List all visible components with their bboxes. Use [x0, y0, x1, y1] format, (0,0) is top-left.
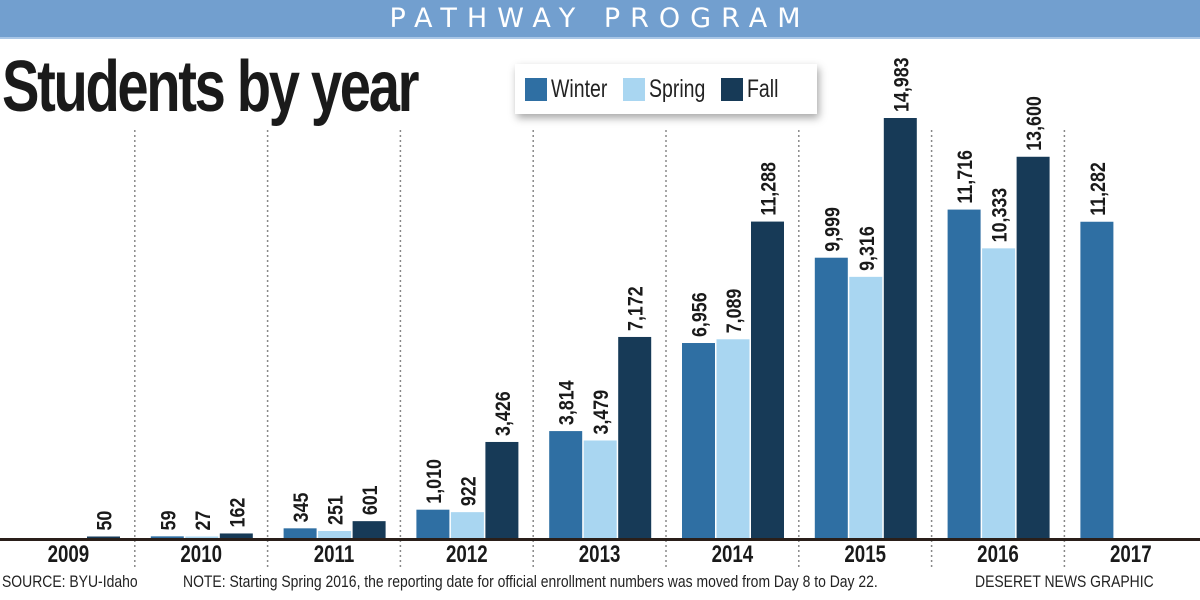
bar-spring-2011: [318, 530, 352, 538]
bar-spring-2016: [982, 248, 1016, 539]
data-label: 13,600: [1023, 96, 1047, 151]
data-label: 10,333: [988, 188, 1012, 243]
banner: PATHWAY PROGRAM: [0, 0, 1200, 39]
bar-spring-2015: [849, 276, 883, 538]
data-label: 7,172: [624, 286, 648, 331]
source-text: SOURCE: BYU-Idaho: [2, 572, 138, 591]
data-label: 162: [226, 498, 250, 528]
bar-spring-2013: [583, 440, 617, 538]
bar-winter-2013: [549, 431, 583, 538]
x-tick-label: 2010: [180, 541, 222, 568]
x-tick-label: 2013: [579, 541, 621, 568]
data-label: 27: [191, 511, 215, 531]
note-text: NOTE: Starting Spring 2016, the reportin…: [183, 572, 878, 591]
bar-spring-2014: [716, 339, 750, 538]
x-tick-label: 2015: [844, 541, 886, 568]
bar-fall-2016: [1016, 156, 1050, 538]
bar-winter-2016: [947, 209, 981, 539]
data-label: 251: [324, 495, 348, 525]
bar-fall-2013: [618, 336, 652, 538]
data-label: 601: [359, 485, 383, 515]
x-tick-label: 2012: [446, 541, 488, 568]
data-label: 7,089: [723, 289, 747, 334]
legend-item-winter: Winter: [525, 75, 607, 104]
data-label: 3,814: [555, 380, 579, 425]
data-label: 3,426: [492, 391, 516, 436]
bar-winter-2010: [150, 536, 184, 538]
data-label: 3,479: [590, 390, 614, 435]
bar-fall-2014: [751, 221, 784, 538]
chart-title: Students by year: [2, 47, 419, 127]
credit-text: DESERET NEWS GRAPHIC: [975, 572, 1154, 591]
data-label: 59: [157, 510, 181, 530]
x-tick-label: 2014: [712, 541, 754, 568]
legend-item-spring: Spring: [623, 75, 705, 104]
x-tick-label: 2017: [1110, 541, 1152, 568]
legend-item-fall: Fall: [721, 75, 803, 104]
bar-fall-2010: [219, 533, 253, 538]
bar-winter-2011: [283, 528, 317, 538]
data-label: 14,983: [890, 57, 914, 112]
bar-fall-2015: [883, 118, 917, 538]
data-label: 345: [290, 492, 314, 522]
data-label: 11,716: [954, 150, 978, 204]
bar-winter-2012: [416, 509, 450, 538]
data-label: 9,316: [855, 226, 879, 271]
data-label: 9,999: [821, 207, 845, 252]
legend-label: Spring: [649, 74, 706, 103]
legend-label: Fall: [747, 74, 779, 103]
x-tick-label: 2011: [314, 541, 355, 568]
legend-swatch-winter: [525, 77, 547, 101]
data-label: 50: [93, 511, 117, 531]
bar-fall-2011: [352, 521, 386, 538]
legend-swatch-spring: [623, 77, 645, 101]
legend-swatch-fall: [721, 77, 743, 101]
bar-winter-2014: [682, 343, 715, 538]
bar-spring-2012: [450, 512, 484, 538]
data-label: 11,282: [1087, 162, 1111, 216]
bar-fall-2009: [87, 536, 120, 538]
x-tick-label: 2009: [48, 541, 90, 568]
bar-spring-2010: [185, 536, 219, 538]
x-tick-label: 2016: [977, 541, 1019, 568]
data-label: 922: [457, 476, 481, 506]
bar-winter-2017: [1080, 221, 1114, 538]
bar-winter-2015: [814, 257, 848, 538]
data-label: 6,956: [688, 292, 712, 337]
data-label: 11,288: [757, 162, 781, 216]
legend: Winter Spring Fall: [515, 64, 817, 114]
legend-label: Winter: [551, 74, 608, 103]
data-label: 1,010: [423, 459, 447, 504]
bar-fall-2012: [485, 441, 519, 538]
